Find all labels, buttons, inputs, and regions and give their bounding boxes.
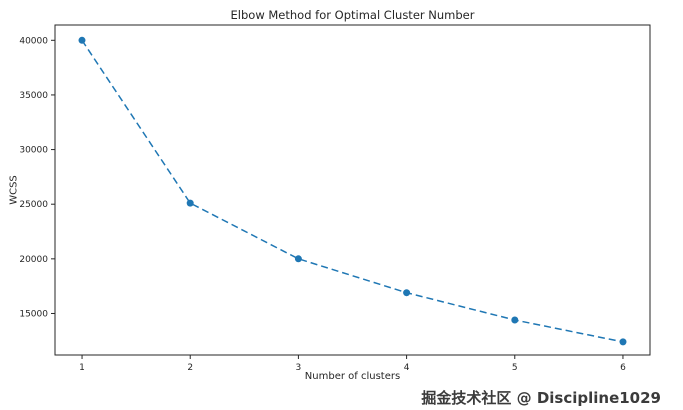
plot-border xyxy=(54,24,651,356)
y-tick-label: 30000 xyxy=(19,146,48,156)
y-tick-label: 40000 xyxy=(19,36,48,46)
data-point-marker xyxy=(511,316,519,324)
x-tick-label: 1 xyxy=(79,363,85,373)
x-tick-label: 6 xyxy=(620,363,626,373)
y-tick-label: 15000 xyxy=(19,309,48,319)
x-axis-ticks: 1 2 3 4 5 6 xyxy=(79,355,626,373)
y-tick-label: 25000 xyxy=(19,200,48,210)
x-tick-label: 3 xyxy=(296,363,302,373)
line-series xyxy=(81,39,624,343)
watermark: 掘金技术社区 @ Discipline1029 xyxy=(421,389,661,407)
chart-title: Elbow Method for Optimal Cluster Number xyxy=(230,8,475,22)
data-point-marker xyxy=(294,255,302,263)
data-point-marker xyxy=(186,199,194,207)
data-point-marker xyxy=(403,289,411,297)
data-point-marker xyxy=(619,338,627,346)
data-point-markers xyxy=(78,36,627,346)
y-tick-label: 20000 xyxy=(19,255,48,265)
x-tick-label: 4 xyxy=(404,363,410,373)
y-axis-label: WCSS xyxy=(8,175,20,205)
x-axis-label: Number of clusters xyxy=(304,371,401,382)
x-tick-label: 2 xyxy=(187,363,193,373)
y-axis-ticks: 15000 20000 25000 30000 35000 40000 xyxy=(19,36,55,319)
data-point-marker xyxy=(78,36,86,44)
y-tick-label: 35000 xyxy=(19,91,48,101)
x-tick-label: 5 xyxy=(512,363,518,373)
